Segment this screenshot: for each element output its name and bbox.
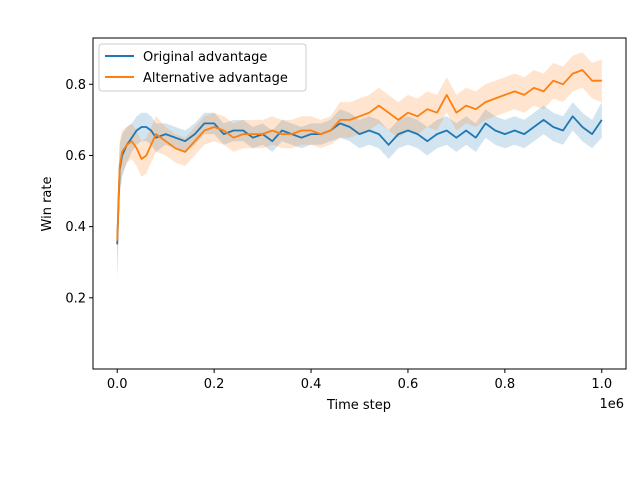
- x-axis-offset-label: 1e6: [599, 397, 624, 412]
- legend-box: [98, 43, 307, 92]
- band-alternative-advantage: [117, 52, 602, 277]
- plot-frame: [92, 37, 627, 370]
- x-tick-label: 0.0: [107, 377, 128, 392]
- x-axis: 0.0 0.2 0.4 0.6 0.8 1.0: [107, 369, 612, 392]
- y-axis: 0.2 0.4 0.6 0.8: [65, 78, 93, 306]
- y-tick-label: 0.6: [65, 149, 86, 164]
- y-tick-label: 0.4: [65, 220, 86, 235]
- series-line-original-advantage: [116, 115, 603, 245]
- x-tick-label: 0.8: [495, 377, 516, 392]
- band-original-advantage: [117, 102, 602, 280]
- x-tick-label: 0.6: [398, 377, 419, 392]
- y-tick-label: 0.2: [65, 291, 86, 306]
- y-tick-label: 0.8: [65, 78, 86, 93]
- x-tick-label: 0.2: [204, 377, 225, 392]
- series-lines: [116, 69, 603, 245]
- series-line-alternative-advantage: [116, 69, 602, 241]
- x-axis-label: Time step: [326, 398, 391, 413]
- confidence-bands: [117, 52, 602, 280]
- x-tick-label: 0.4: [301, 377, 322, 392]
- y-axis-label: Win rate: [40, 177, 55, 232]
- x-tick-label: 1.0: [591, 377, 612, 392]
- legend: Original advantage Alternative advantage: [98, 43, 307, 92]
- legend-label-alternative-advantage: Alternative advantage: [143, 71, 288, 86]
- legend-label-original-advantage: Original advantage: [143, 50, 267, 65]
